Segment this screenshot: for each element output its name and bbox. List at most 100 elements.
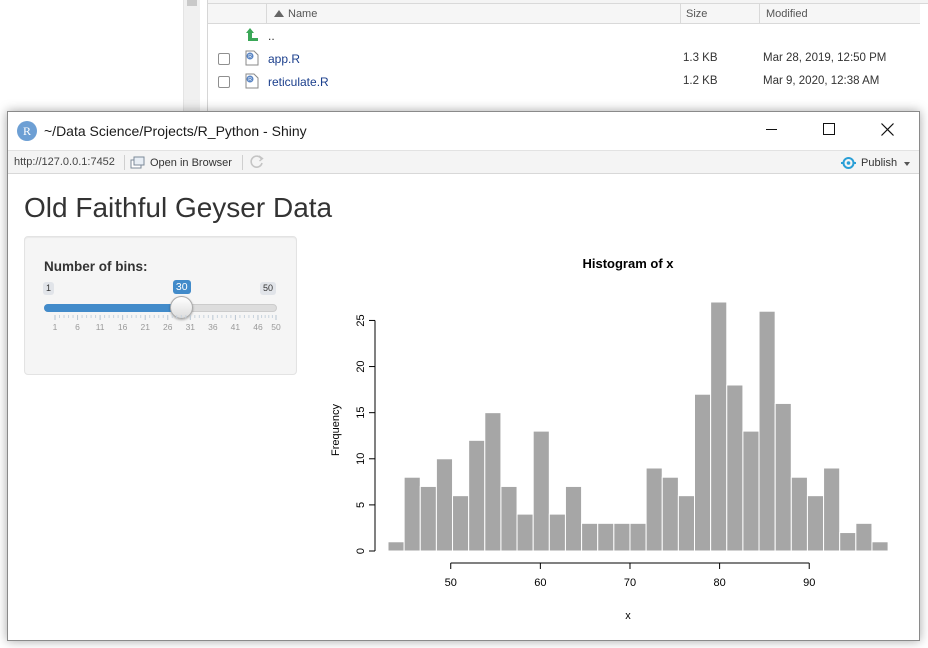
maximize-icon <box>823 123 835 135</box>
histogram-bar <box>758 310 776 552</box>
slider-grid-label: 50 <box>271 322 281 332</box>
x-axis-tick-label: 50 <box>445 577 457 589</box>
slider-grid-label: 6 <box>75 322 80 332</box>
pane-scrollbar[interactable] <box>183 0 200 112</box>
file-checkbox[interactable] <box>218 76 230 88</box>
y-axis-tick-label: 5 <box>355 502 367 508</box>
file-size: 1.2 KB <box>683 75 718 87</box>
histogram-bar <box>742 430 760 552</box>
refresh-icon[interactable] <box>249 154 265 170</box>
histogram-bar <box>677 495 696 552</box>
column-name-label: Name <box>288 8 318 20</box>
histogram-bar <box>452 495 470 552</box>
x-axis-tick-label: 90 <box>803 577 815 589</box>
histogram-bar <box>435 458 454 552</box>
chart-title: Histogram of x <box>582 256 674 271</box>
r-file-icon: R <box>245 73 259 89</box>
column-modified-header[interactable]: Modified <box>766 8 808 20</box>
histogram-bar <box>645 467 663 552</box>
y-axis: 0 5 10 15 20 25 <box>355 314 376 554</box>
publish-label: Publish <box>861 157 898 169</box>
file-name-link[interactable]: reticulate.R <box>268 75 329 89</box>
histogram-plot: Histogram of x x Frequency 50 60 70 80 90 0 5… <box>330 256 889 622</box>
column-size-header[interactable]: Size <box>686 8 708 20</box>
histogram-bar <box>839 532 857 552</box>
histogram-bar <box>710 301 728 552</box>
sort-ascending-icon <box>274 10 284 17</box>
histogram-bars <box>387 301 889 552</box>
file-modified: Mar 9, 2020, 12:38 AM <box>763 75 880 87</box>
app-url[interactable]: http://127.0.0.1:7452 <box>14 156 115 168</box>
svg-text:R: R <box>248 54 252 60</box>
slider-grid-label: 31 <box>186 322 196 332</box>
slider-grid-label: 21 <box>140 322 150 332</box>
histogram-bar <box>403 476 421 552</box>
file-row[interactable]: R reticulate.R 1.2 KB Mar 9, 2020, 12:38… <box>208 71 920 93</box>
r-file-icon: R <box>245 50 259 66</box>
slider-grid-label: 11 <box>96 322 105 332</box>
slider-min-label: 1 <box>43 282 55 295</box>
histogram-bar <box>871 541 889 552</box>
histogram-bar <box>484 412 502 552</box>
x-axis-label: x <box>625 610 631 622</box>
slider-grid-label: 36 <box>208 322 218 332</box>
histogram-bar <box>548 513 566 552</box>
file-checkbox[interactable] <box>218 53 230 65</box>
file-row[interactable]: R app.R 1.3 KB Mar 28, 2019, 12:50 PM <box>208 48 920 70</box>
histogram-bar <box>855 522 873 552</box>
parent-dir-row[interactable]: .. <box>208 25 920 47</box>
scrollbar-thumb[interactable] <box>187 0 197 6</box>
slider-grid-label: 46 <box>253 322 263 332</box>
shiny-app-content: Old Faithful Geyser Data Number of bins:… <box>8 174 919 640</box>
y-axis-tick-label: 20 <box>355 360 367 372</box>
histogram-bar <box>661 476 679 552</box>
histogram-bar <box>516 513 534 552</box>
page-title: Old Faithful Geyser Data <box>24 192 333 223</box>
viewer-toolbar: http://127.0.0.1:7452 Open in Browser Pu… <box>8 150 919 174</box>
folder-up-icon <box>246 28 258 41</box>
x-axis-tick-label: 70 <box>624 577 636 589</box>
sidebar-panel: Number of bins: 1 50 30 1 6 11 16 21 26 31 36 41… <box>24 236 297 375</box>
file-name-link[interactable]: app.R <box>268 52 301 66</box>
window-title: ~/Data Science/Projects/R_Python - Shiny <box>44 123 307 139</box>
slider-grid-label: 26 <box>163 322 173 332</box>
bins-slider-bar[interactable] <box>44 304 182 312</box>
chevron-down-icon[interactable] <box>904 162 910 166</box>
histogram-bar <box>500 485 518 552</box>
column-name-header[interactable]: Name <box>274 4 317 24</box>
slider-max-label: 50 <box>260 282 277 295</box>
slider-grid-label: 41 <box>231 322 241 332</box>
slider-grid: 1 6 11 16 21 26 31 36 41 46 50 <box>53 315 281 332</box>
x-axis-tick-label: 80 <box>713 577 725 589</box>
close-button[interactable] <box>858 112 916 146</box>
histogram-bar <box>581 522 599 552</box>
x-axis: 50 60 70 80 90 <box>445 562 815 589</box>
slider-grid-label: 16 <box>118 322 128 332</box>
slider-grid-label: 1 <box>53 322 58 332</box>
histogram-bar <box>629 522 647 552</box>
maximize-button[interactable] <box>800 112 858 146</box>
histogram-bar <box>387 541 405 552</box>
r-logo-icon: R <box>17 121 37 141</box>
publish-icon <box>841 157 856 169</box>
histogram-bar <box>823 467 841 552</box>
publish-button[interactable]: Publish <box>840 154 918 172</box>
histogram-bar <box>613 522 631 552</box>
histogram-bar <box>694 393 712 552</box>
y-axis-tick-label: 0 <box>355 548 367 554</box>
minimize-button[interactable] <box>742 112 800 146</box>
bins-slider-handle[interactable] <box>170 296 194 319</box>
histogram-bar <box>419 485 437 552</box>
file-size: 1.3 KB <box>683 52 718 64</box>
parent-dir-link[interactable]: .. <box>268 29 275 43</box>
files-pane: Name Size Modified .. R app.R 1.3 KB Mar… <box>207 0 928 112</box>
x-axis-tick-label: 60 <box>534 577 546 589</box>
histogram-bar <box>532 430 550 552</box>
histogram-bar <box>774 402 792 552</box>
histogram-bar <box>468 439 486 552</box>
histogram-bar <box>790 476 808 552</box>
shiny-window: R ~/Data Science/Projects/R_Python - Shi… <box>7 111 920 641</box>
y-axis-tick-label: 25 <box>355 314 367 326</box>
open-in-browser-label: Open in Browser <box>150 157 232 169</box>
window-titlebar[interactable]: R ~/Data Science/Projects/R_Python - Shi… <box>8 112 919 150</box>
